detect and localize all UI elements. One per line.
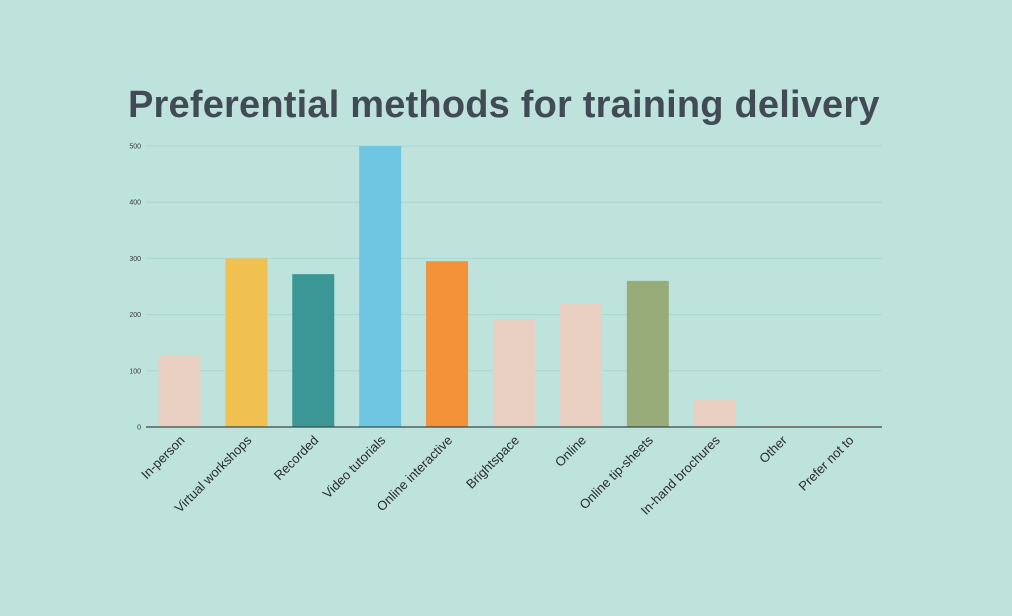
bar bbox=[426, 261, 469, 427]
bar bbox=[493, 319, 535, 427]
x-tick-label: Prefer not to bbox=[795, 433, 856, 494]
y-tick-label: 200 bbox=[129, 312, 141, 319]
y-tick-label: 300 bbox=[129, 256, 141, 263]
y-tick-label: 0 bbox=[137, 425, 141, 432]
bar bbox=[559, 303, 602, 427]
x-tick-label: Other bbox=[756, 432, 790, 466]
chart-title: Preferential methods for training delive… bbox=[128, 84, 880, 126]
bar bbox=[158, 355, 201, 427]
bar bbox=[693, 398, 736, 427]
y-tick-label: 400 bbox=[129, 200, 141, 207]
bar bbox=[225, 258, 268, 427]
x-tick-label: Online bbox=[552, 433, 589, 470]
gridlines bbox=[146, 145, 882, 372]
x-tick-label: In-person bbox=[138, 433, 187, 482]
x-tick-label: Recorded bbox=[271, 433, 321, 483]
y-tick-label: 100 bbox=[129, 368, 141, 375]
bar bbox=[359, 146, 402, 427]
x-tick-label: Brightspace bbox=[463, 433, 522, 492]
bar bbox=[626, 280, 669, 427]
bars bbox=[158, 146, 870, 427]
y-tick-label: 500 bbox=[129, 144, 141, 151]
axes: 0 100 200 300 400 500 bbox=[129, 144, 882, 432]
x-tick-label: Video tutorials bbox=[320, 432, 389, 501]
bar bbox=[292, 274, 335, 427]
